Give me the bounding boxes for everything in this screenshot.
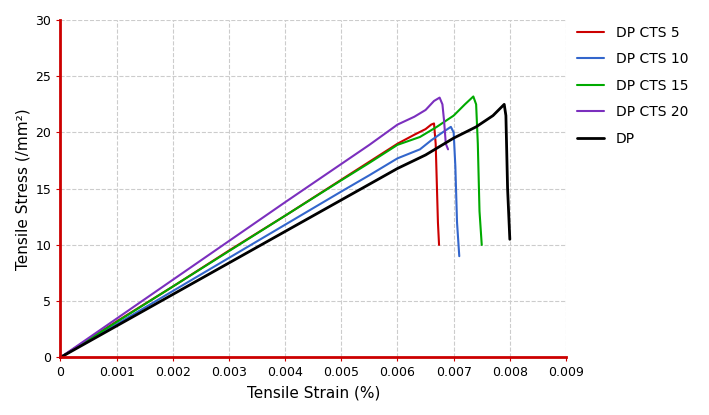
DP CTS 10 [451, 164, 459, 169]
DP CTS 20 [56, 355, 65, 360]
DP [225, 261, 233, 266]
DP CTS 5 [169, 284, 177, 289]
DP [281, 229, 289, 234]
DP CTS 20 [393, 122, 402, 127]
DP CTS 5 [421, 127, 430, 132]
DP CTS 20 [421, 107, 430, 112]
DP [421, 152, 430, 157]
DP CTS 15 [474, 141, 482, 146]
DP CTS 10 [393, 156, 402, 161]
DP CTS 20 [281, 200, 289, 205]
DP [489, 113, 497, 118]
DP CTS 20 [435, 95, 444, 100]
DP [472, 124, 481, 129]
DP CTS 15 [365, 160, 374, 165]
Legend: DP CTS 5, DP CTS 10, DP CTS 15, DP CTS 20, DP: DP CTS 5, DP CTS 10, DP CTS 15, DP CTS 2… [571, 20, 693, 151]
DP CTS 5 [432, 141, 440, 146]
DP CTS 15 [450, 113, 458, 118]
DP CTS 5 [365, 159, 374, 164]
DP CTS 5 [393, 141, 402, 146]
DP CTS 5 [435, 242, 443, 247]
DP CTS 10 [453, 220, 462, 225]
DP CTS 5 [112, 319, 121, 324]
DP CTS 15 [461, 102, 469, 107]
DP CTS 10 [447, 124, 455, 129]
DP CTS 5 [281, 213, 289, 218]
DP CTS 20 [112, 316, 121, 321]
DP [502, 113, 510, 118]
DP CTS 10 [455, 254, 464, 259]
DP CTS 20 [225, 239, 233, 244]
DP CTS 20 [444, 147, 452, 152]
DP CTS 15 [225, 249, 233, 254]
DP [506, 237, 514, 242]
DP CTS 10 [438, 130, 447, 135]
DP CTS 10 [56, 355, 65, 360]
DP CTS 5 [434, 220, 442, 225]
DP CTS 10 [112, 322, 121, 327]
DP CTS 20 [365, 142, 374, 147]
DP [56, 355, 65, 360]
DP CTS 20 [442, 141, 450, 146]
DP CTS 20 [430, 98, 438, 103]
DP CTS 20 [169, 277, 177, 282]
DP CTS 5 [430, 121, 438, 126]
DP CTS 5 [56, 355, 65, 360]
Line: DP: DP [60, 104, 510, 357]
DP [503, 186, 512, 191]
DP CTS 15 [337, 178, 345, 183]
DP CTS 15 [469, 94, 478, 99]
DP CTS 20 [440, 119, 448, 124]
DP [112, 323, 121, 328]
DP CTS 5 [427, 122, 435, 127]
DP [337, 198, 345, 203]
DP CTS 20 [337, 161, 345, 166]
Line: DP CTS 5: DP CTS 5 [60, 124, 439, 357]
DP CTS 10 [225, 255, 233, 260]
DP CTS 5 [410, 132, 418, 137]
DP CTS 10 [169, 288, 177, 293]
Line: DP CTS 20: DP CTS 20 [60, 98, 448, 357]
DP CTS 15 [477, 242, 486, 247]
Y-axis label: Tensile Stress (/mm²): Tensile Stress (/mm²) [15, 108, 30, 269]
DP CTS 15 [169, 284, 177, 289]
Line: DP CTS 10: DP CTS 10 [60, 127, 459, 357]
DP CTS 15 [56, 355, 65, 360]
DP [500, 102, 508, 107]
DP CTS 10 [450, 130, 458, 135]
DP [169, 292, 177, 297]
DP CTS 15 [475, 209, 484, 214]
DP CTS 10 [281, 222, 289, 227]
DP CTS 15 [472, 102, 481, 107]
DP CTS 15 [393, 142, 402, 147]
DP CTS 10 [365, 173, 374, 178]
DP [393, 166, 402, 171]
DP [450, 136, 458, 141]
X-axis label: Tensile Strain (%): Tensile Strain (%) [247, 385, 380, 400]
DP CTS 20 [438, 102, 447, 107]
DP CTS 15 [112, 320, 121, 325]
DP CTS 20 [410, 114, 418, 119]
DP CTS 15 [432, 124, 441, 129]
DP CTS 5 [225, 248, 233, 253]
Line: DP CTS 15: DP CTS 15 [60, 96, 481, 357]
DP CTS 15 [281, 213, 289, 218]
DP CTS 5 [432, 181, 441, 186]
DP CTS 10 [337, 189, 345, 194]
DP CTS 15 [415, 134, 424, 139]
DP [365, 182, 374, 187]
DP CTS 5 [337, 177, 345, 182]
DP CTS 10 [415, 147, 424, 152]
DP CTS 10 [427, 138, 435, 143]
